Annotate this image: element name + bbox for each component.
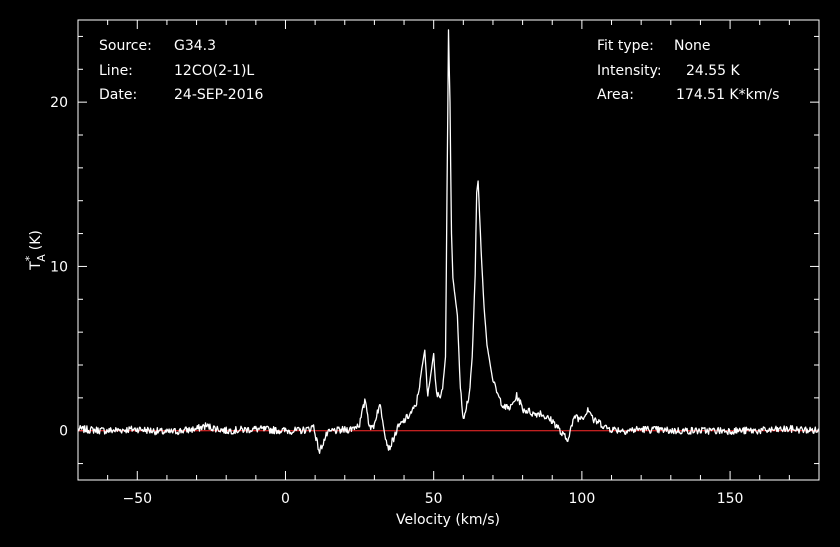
x-axis-label: Velocity (km/s) <box>396 512 500 528</box>
spectrum-line <box>77 29 820 454</box>
date-value: 24-SEP-2016 <box>174 87 264 103</box>
y-tick-label: 0 <box>59 424 68 440</box>
fit-type-label: Fit type: <box>597 38 654 54</box>
y-axis-label: T*A (K) <box>23 230 48 271</box>
axis-ticks <box>77 20 820 480</box>
axis-tick-labels: −50 0 50 100 150 0 10 20 <box>50 95 743 507</box>
date-label: Date: <box>99 87 137 103</box>
x-tick-label: 50 <box>425 491 443 507</box>
intensity-label: Intensity: <box>597 63 662 79</box>
x-tick-label: 150 <box>717 491 744 507</box>
svg-text:T*A(K): T*A (K) <box>23 230 48 271</box>
x-tick-label: −50 <box>123 491 153 507</box>
source-label: Source: <box>99 38 152 54</box>
y-axis-label-unit: (K) <box>28 230 44 250</box>
source-value: G34.3 <box>174 38 216 54</box>
line-value: 12CO(2-1)L <box>174 63 254 79</box>
fit-type-value: None <box>674 38 711 54</box>
y-axis-label-main: T <box>28 261 44 271</box>
y-axis-label-sub: A <box>35 254 48 262</box>
x-tick-label: 0 <box>281 491 290 507</box>
area-value: 174.51 K*km/s <box>676 87 779 103</box>
intensity-value: 24.55 K <box>686 63 741 79</box>
line-label: Line: <box>99 63 133 79</box>
y-tick-label: 20 <box>50 95 68 111</box>
area-label: Area: <box>597 87 634 103</box>
x-tick-label: 100 <box>569 491 596 507</box>
plot-frame <box>77 19 820 481</box>
y-tick-label: 10 <box>50 259 68 275</box>
y-axis-label-sup: * <box>23 255 36 261</box>
